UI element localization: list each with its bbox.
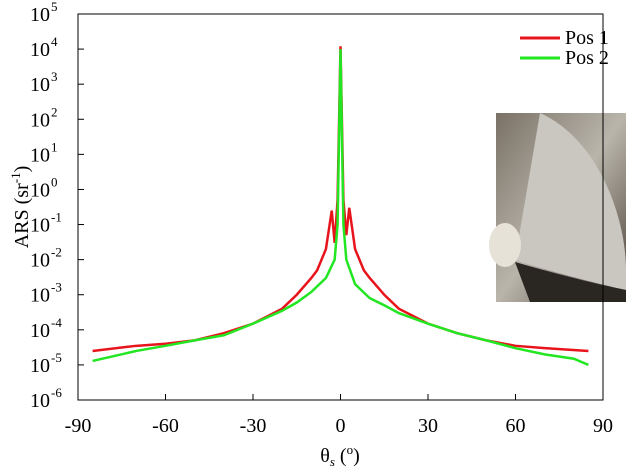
- x-tick-label: 30: [418, 415, 438, 437]
- x-tick-label: -30: [240, 415, 267, 437]
- x-tick-label: 90: [593, 415, 613, 437]
- y-tick-label: 10: [30, 39, 50, 61]
- x-axis-label: θs (o): [320, 442, 360, 469]
- x-tick-label: 0: [336, 415, 346, 437]
- y-tick-label: 10: [30, 390, 50, 412]
- legend-label: Pos 1: [565, 27, 609, 49]
- x-axis-label-part: o: [347, 442, 354, 457]
- y-axis-label: ARS (sr-1): [8, 166, 33, 249]
- x-axis-label-part: θ: [320, 445, 330, 467]
- y-axis-label-part: -1: [8, 172, 23, 183]
- y-tick-exponent: 5: [51, 0, 58, 14]
- y-tick-exponent: -5: [51, 350, 62, 365]
- x-axis-label-part: s: [330, 454, 335, 469]
- y-tick-label: 10: [30, 215, 50, 237]
- y-tick-label: 10: [30, 320, 50, 342]
- y-tick-exponent: -6: [51, 385, 62, 400]
- y-tick-exponent: 1: [51, 139, 58, 154]
- x-axis-label-part: (: [335, 445, 347, 467]
- y-tick-label: 10: [30, 144, 50, 166]
- y-tick-label: 10: [30, 285, 50, 307]
- series-line: [92, 49, 589, 367]
- y-tick-exponent: 0: [51, 174, 58, 189]
- x-tick-label: -90: [65, 415, 92, 437]
- y-tick-label: 10: [30, 250, 50, 272]
- y-tick-label: 10: [30, 109, 50, 131]
- y-tick-exponent: 2: [51, 104, 58, 119]
- y-tick-exponent: -3: [51, 280, 62, 295]
- x-tick-label: -60: [152, 415, 179, 437]
- y-tick-exponent: -4: [51, 315, 62, 330]
- y-tick-exponent: -1: [51, 210, 62, 225]
- y-tick-label: 10: [30, 74, 50, 96]
- y-tick-exponent: 4: [51, 34, 58, 49]
- y-tick-exponent: -2: [51, 245, 62, 260]
- y-tick-label: 10: [30, 4, 50, 26]
- y-axis-label-part: ARS (sr: [11, 183, 33, 248]
- y-tick-label: 10: [30, 179, 50, 201]
- y-tick-exponent: 3: [51, 69, 58, 84]
- legend-label: Pos 2: [565, 47, 609, 69]
- x-tick-label: 60: [506, 415, 526, 437]
- y-tick-label: 10: [30, 355, 50, 377]
- x-axis-label-part: ): [353, 445, 360, 467]
- y-axis-label-part: ): [11, 166, 33, 173]
- inset-photo: [489, 113, 626, 302]
